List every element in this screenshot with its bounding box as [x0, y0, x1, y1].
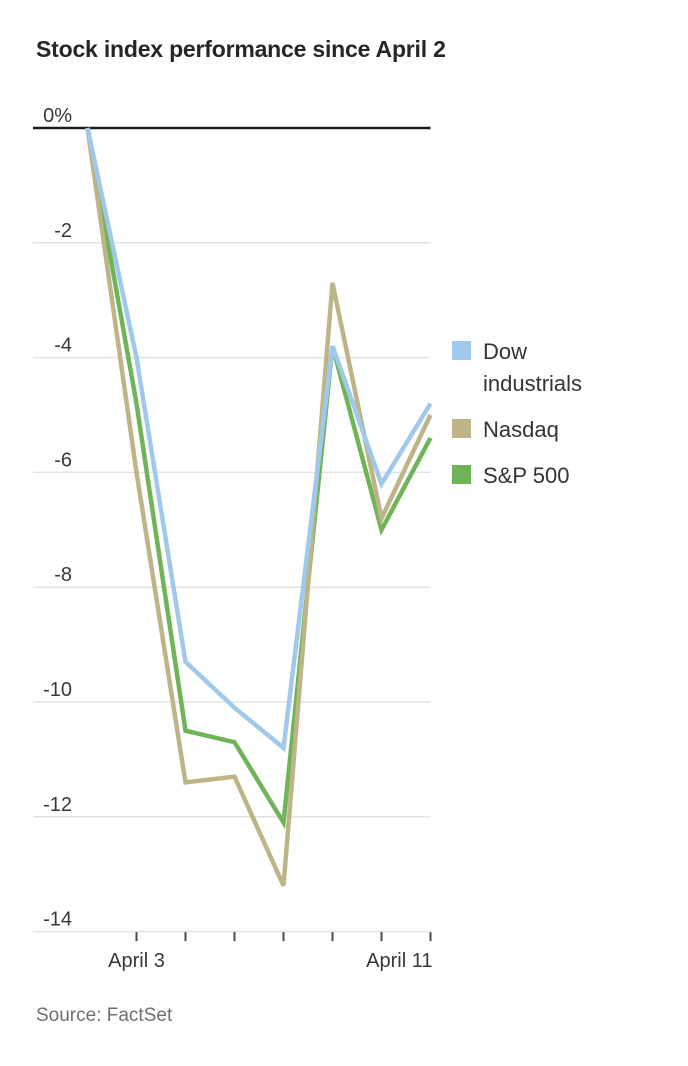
sp500-swatch-icon [452, 465, 471, 484]
nasdaq-swatch-icon [452, 419, 471, 438]
series-line-s-p-500 [85, 127, 433, 830]
source-attribution: Source: FactSet [36, 1005, 173, 1026]
series-line-nasdaq [85, 127, 433, 887]
legend-item-sp500: S&P 500 [452, 460, 613, 492]
y-axis-tick-label: -6 [54, 449, 72, 471]
chart-legend: Dow industrials Nasdaq S&P 500 [452, 336, 613, 492]
legend-label-dow-industrials: Dow industrials [483, 339, 583, 396]
legend-label-nasdaq: Nasdaq [483, 417, 559, 442]
dow-industrials-swatch-icon [452, 341, 471, 360]
y-axis-tick-label: -2 [54, 220, 72, 242]
chart-title: Stock index performance since April 2 [36, 36, 446, 62]
y-axis-tick-label: -12 [43, 794, 72, 816]
legend-item-dow-industrials: Dow industrials [452, 336, 613, 400]
y-axis-tick-label: 0% [43, 105, 72, 127]
legend-label-sp500: S&P 500 [483, 463, 570, 488]
legend-item-nasdaq: Nasdaq [452, 414, 613, 446]
y-axis-tick-label: -8 [54, 564, 72, 586]
y-axis-tick-label: -14 [43, 909, 72, 931]
series-line-dow-industrials [85, 127, 433, 753]
y-axis-tick-label: -4 [54, 335, 72, 357]
y-axis-tick-label: -10 [43, 679, 72, 701]
x-axis-label-april-3: April 3 [108, 950, 165, 972]
x-axis-label-april-11: April 11 [366, 950, 432, 972]
